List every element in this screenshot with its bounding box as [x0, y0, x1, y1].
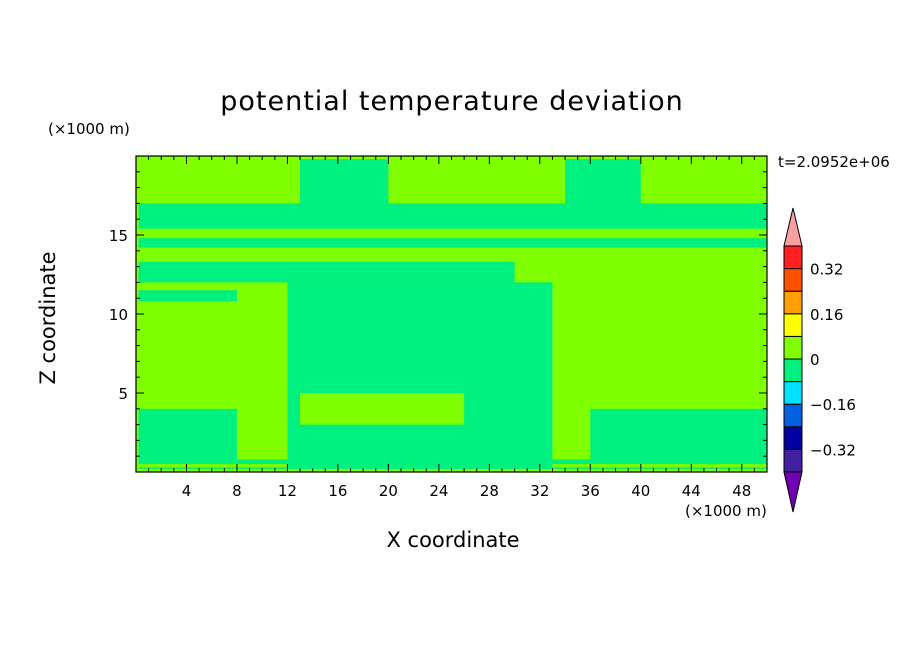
colorbar-swatch [783, 426, 803, 450]
colorbar-tick-label: 0 [810, 351, 820, 369]
colorbar-swatch [783, 268, 803, 292]
colorbar-swatch [783, 358, 803, 383]
contour-region [300, 159, 389, 204]
y-tick-label: 15 [109, 227, 128, 245]
contour-region [138, 228, 767, 239]
contour-region [138, 290, 237, 302]
x-tick-label: 28 [480, 482, 499, 500]
x-tick-label: 12 [278, 482, 297, 500]
x-tick-label: 40 [631, 482, 650, 500]
x-tick-label: 4 [182, 482, 192, 500]
y-unit-label: (×1000 m) [48, 120, 130, 138]
x-unit-label: (×1000 m) [685, 502, 767, 520]
x-tick-label: 48 [732, 482, 751, 500]
x-tick-label: 24 [429, 482, 448, 500]
contour-field [136, 156, 767, 472]
x-tick-label: 16 [328, 482, 347, 500]
x-tick-label: 8 [232, 482, 242, 500]
contour-region [138, 408, 237, 460]
x-tick-label: 20 [379, 482, 398, 500]
x-tick-label: 44 [682, 482, 701, 500]
chart-title: potential temperature deviation [220, 86, 684, 117]
contour-region [565, 159, 641, 204]
colorbar-swatch [783, 290, 803, 315]
colorbar-min-arrow [783, 471, 803, 513]
colorbar-swatch [783, 245, 803, 270]
colorbar-tick-label: −0.16 [810, 396, 856, 414]
contour-region [287, 282, 553, 469]
colorbar-swatch [783, 381, 803, 405]
colorbar-tick-label: −0.32 [810, 441, 856, 459]
colorbar-tick-label: 0.32 [810, 261, 843, 279]
y-tick-label: 5 [118, 385, 128, 403]
contour-region [138, 203, 767, 248]
x-tick-label: 32 [530, 482, 549, 500]
y-tick-label: 10 [109, 306, 128, 324]
contour-region [138, 261, 515, 283]
x-axis-label: X coordinate [386, 528, 520, 552]
colorbar-swatch [783, 448, 803, 473]
colorbar: 0.32 0.16 0 −0.16 −0.32 [783, 207, 856, 513]
time-label: t=2.0952e+06 [778, 153, 890, 171]
contour-region [300, 393, 465, 425]
colorbar-swatch [783, 313, 803, 337]
x-tick-label: 36 [581, 482, 600, 500]
colorbar-max-arrow [783, 207, 803, 247]
contour-region [590, 408, 767, 460]
colorbar-swatch [783, 403, 803, 428]
colorbar-tick-label: 0.16 [810, 306, 843, 324]
colorbar-swatch [783, 335, 803, 360]
